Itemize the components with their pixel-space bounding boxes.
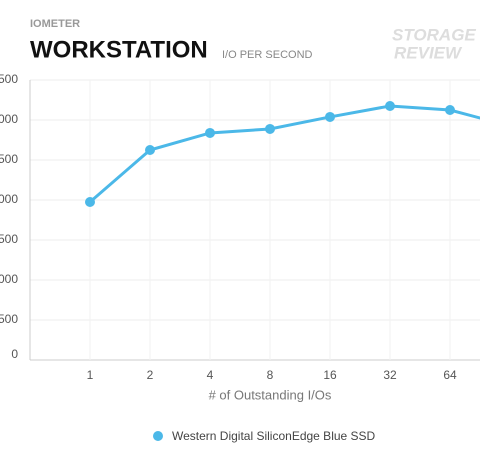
logo: REVIEW [394, 43, 463, 62]
x-tick-label: 1 [87, 368, 94, 382]
unit-label: I/O PER SECOND [222, 49, 313, 61]
x-tick-label: 64 [443, 368, 457, 382]
y-tick-label: 1500 [0, 232, 18, 246]
y-tick-label: 1000 [0, 272, 18, 286]
x-tick-label: 32 [383, 368, 397, 382]
series-line [89, 104, 480, 204]
y-tick-label: 2000 [0, 192, 18, 206]
legend-label: Western Digital SiliconEdge Blue SSD [172, 429, 376, 443]
data-point [325, 111, 335, 122]
data-point [205, 127, 215, 138]
data-point [445, 105, 455, 115]
legend-swatch [153, 431, 163, 441]
chart-subtitle: IOMETER [30, 18, 80, 30]
y-tick-label: 0 [11, 347, 18, 361]
y-tick-label: 2500 [0, 152, 18, 166]
y-tick-label: 500 [0, 312, 18, 326]
logo: STORAGE [392, 25, 476, 44]
y-tick-label: 3500 [0, 72, 18, 86]
chart-title: WORKSTATION [30, 36, 208, 63]
data-point [265, 123, 275, 134]
x-tick-label: 16 [323, 368, 337, 382]
x-axis-label: # of Outstanding I/Os [209, 387, 332, 402]
data-point [85, 197, 95, 207]
x-tick-label: 8 [267, 368, 274, 382]
data-point [385, 101, 395, 111]
data-point [145, 145, 155, 155]
x-tick-label: 4 [207, 368, 214, 382]
y-tick-label: 3000 [0, 112, 18, 126]
x-tick-label: 2 [147, 368, 154, 382]
